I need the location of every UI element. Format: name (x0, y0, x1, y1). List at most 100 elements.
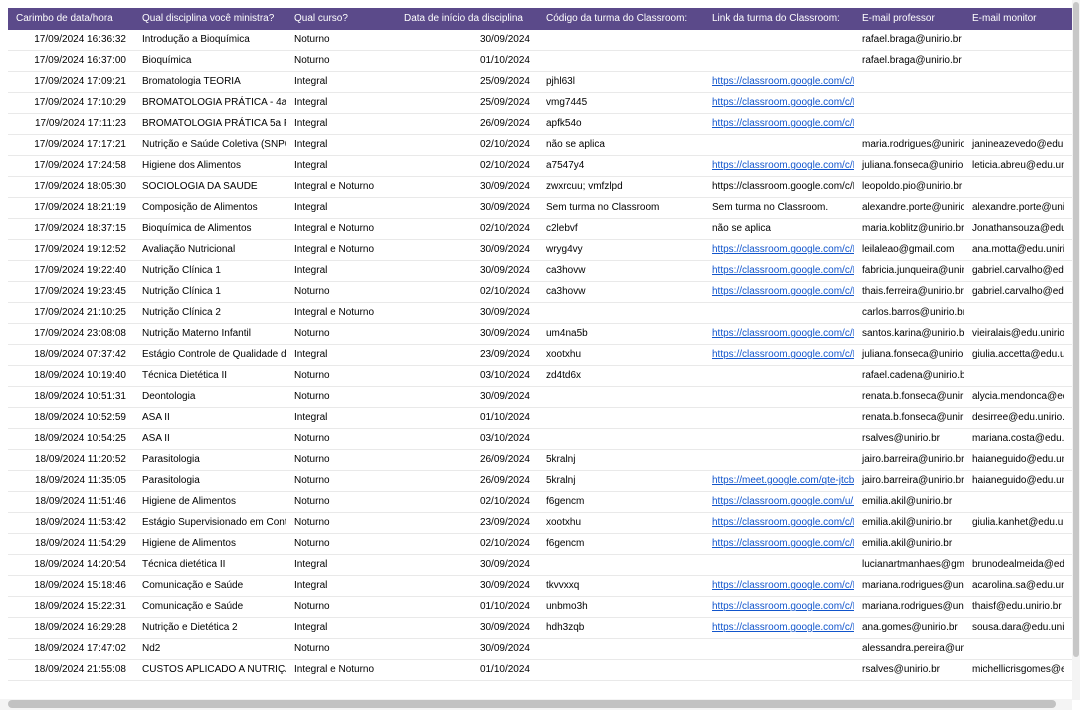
email-monitor-cell: vieiralais@edu.unirio.br (972, 328, 1064, 339)
horizontal-scrollbar-thumb[interactable] (8, 700, 1056, 708)
email-monitor-cell: ana.motta@edu.unirio.br (972, 244, 1064, 255)
email-professor-cell: rsalves@unirio.br (862, 433, 940, 444)
horizontal-scrollbar[interactable] (0, 699, 1072, 710)
email-monitor-cell (964, 114, 1064, 134)
disciplina-cell: Parasitologia (142, 454, 200, 465)
link-turma-cell (704, 366, 854, 386)
table-row: 17/09/2024 19:22:40 Nutrição Clínica 1 Int… (8, 261, 1072, 282)
codigo-turma-cell: 5kralnj (546, 454, 576, 465)
vertical-scrollbar-thumb[interactable] (1073, 2, 1079, 657)
codigo-turma-cell (538, 408, 704, 428)
table-row: 18/09/2024 07:37:42 Estágio Controle de Q… (8, 345, 1072, 366)
disciplina-cell: Parasitologia (142, 475, 200, 486)
email-monitor-cell: janineazevedo@edu.unir (972, 139, 1064, 150)
classroom-link[interactable]: https://classroom.google.com/u/1 (712, 496, 854, 507)
timestamp-cell: 18/09/2024 11:53:42 (34, 517, 126, 528)
email-professor-cell: renata.b.fonseca@unirio (862, 412, 964, 423)
table-row: 18/09/2024 15:18:46 Comunicação e Saúde In… (8, 576, 1072, 597)
link-turma-cell: https://classroom.google.com/c/N (704, 114, 854, 134)
curso-cell: Integral (294, 160, 328, 171)
codigo-turma-cell: f6gencm (546, 538, 585, 549)
codigo-turma-cell (538, 387, 704, 407)
email-monitor-cell (964, 72, 1064, 92)
classroom-link[interactable]: https://classroom.google.com/c/N (712, 97, 854, 108)
classroom-link[interactable]: https://classroom.google.com/c/N (712, 601, 854, 612)
curso-cell: Noturno (294, 517, 330, 528)
classroom-link[interactable]: https://classroom.google.com/c/N (712, 517, 854, 528)
curso-cell: Integral (294, 622, 328, 633)
data-inicio-cell: 25/09/2024 (479, 76, 530, 87)
classroom-link[interactable]: https://classroom.google.com/c/N (712, 118, 854, 129)
disciplina-cell: ASA II (142, 433, 170, 444)
email-monitor-cell (964, 534, 1064, 554)
classroom-link[interactable]: https://classroom.google.com/c/N (712, 76, 854, 87)
classroom-link[interactable]: https://classroom.google.com/c/N (712, 286, 854, 297)
vertical-scrollbar[interactable] (1072, 0, 1080, 700)
codigo-turma-cell: ca3hovw (546, 286, 586, 297)
classroom-link[interactable]: https://classroom.google.com/c/N (712, 349, 854, 360)
email-monitor-cell: haianeguido@edu.unirio. (972, 475, 1064, 486)
codigo-turma-cell: f6gencm (546, 496, 585, 507)
codigo-turma-cell: Sem turma no Classroom (546, 202, 660, 213)
curso-cell: Noturno (294, 34, 330, 45)
codigo-turma-cell: vmg7445 (546, 97, 588, 108)
timestamp-cell: 18/09/2024 17:47:02 (34, 643, 126, 654)
table-row: 18/09/2024 10:51:31 Deontologia Noturno 30/… (8, 387, 1072, 408)
curso-cell: Integral (294, 139, 328, 150)
timestamp-cell: 18/09/2024 10:19:40 (34, 370, 126, 381)
table-row: 18/09/2024 16:29:28 Nutrição e Dietética … (8, 618, 1072, 639)
link-turma-cell: https://classroom.google.com/c/N (704, 240, 854, 260)
table-row: 17/09/2024 19:23:45 Nutrição Clínica 1 Not… (8, 282, 1072, 303)
disciplina-cell: Introdução a Bioquímica (142, 34, 250, 45)
codigo-turma-cell: não se aplica (546, 139, 605, 150)
email-monitor-cell (964, 492, 1064, 512)
link-turma-cell: https://classroom.google.com/c/N (704, 261, 854, 281)
disciplina-cell: Nutrição e Saúde Coletiva (SNP005 (142, 139, 286, 150)
column-header-data-inicio: Data de início da disciplina (404, 13, 523, 24)
table-row: 17/09/2024 18:37:15 Bioquímica de Aliment… (8, 219, 1072, 240)
classroom-link[interactable]: https://classroom.google.com/c/N (712, 328, 854, 339)
email-professor-cell: lucianartmanhaes@gma (862, 559, 964, 570)
classroom-link[interactable]: https://classroom.google.com/c/N (712, 580, 854, 591)
timestamp-cell: 18/09/2024 11:54:29 (34, 538, 126, 549)
classroom-link[interactable]: https://classroom.google.com/c/N (712, 622, 854, 633)
data-inicio-cell: 30/09/2024 (479, 34, 530, 45)
codigo-turma-cell (538, 639, 704, 659)
classroom-link[interactable]: https://classroom.google.com/c/N (712, 160, 854, 171)
timestamp-cell: 17/09/2024 16:37:00 (34, 55, 126, 66)
codigo-turma-cell (538, 555, 704, 575)
classroom-link[interactable]: https://meet.google.com/qte-jtcb-v (712, 475, 854, 486)
curso-cell: Integral e Noturno (294, 244, 375, 255)
disciplina-cell: Bioquímica (142, 55, 192, 66)
timestamp-cell: 17/09/2024 17:10:29 (34, 97, 126, 108)
timestamp-cell: 18/09/2024 15:22:31 (34, 601, 126, 612)
email-monitor-cell (964, 93, 1064, 113)
email-professor-cell: rafael.braga@unirio.br (862, 55, 962, 66)
classroom-link[interactable]: https://classroom.google.com/c/N (712, 265, 854, 276)
column-header-email-monitor: E-mail monitor (972, 13, 1037, 24)
link-turma-cell: https://classroom.google.com/c/N (704, 93, 854, 113)
classroom-link[interactable]: https://classroom.google.com/c/N (712, 538, 854, 549)
email-monitor-cell: michellicrisgomes@edu. (972, 664, 1064, 675)
email-professor-cell: ana.gomes@unirio.br (862, 622, 958, 633)
data-inicio-cell: 30/09/2024 (479, 391, 530, 402)
classroom-link[interactable]: https://classroom.google.com/c/N (712, 244, 854, 255)
data-inicio-cell: 01/10/2024 (479, 412, 530, 423)
email-monitor-cell: sousa.dara@edu.unirio.b (972, 622, 1064, 633)
link-turma-cell: https://classroom.google.com/c/N (704, 576, 854, 596)
codigo-turma-cell: xootxhu (546, 517, 582, 528)
codigo-turma-cell: hdh3zqb (546, 622, 585, 633)
link-turma-cell: não se aplica (712, 223, 771, 234)
email-monitor-cell: thaisf@edu.unirio.br (972, 601, 1062, 612)
link-turma-cell (704, 660, 854, 680)
data-inicio-cell: 25/09/2024 (479, 97, 530, 108)
link-turma-cell (704, 303, 854, 323)
table-row: 18/09/2024 10:19:40 Técnica Dietética II N… (8, 366, 1072, 387)
email-monitor-cell (964, 303, 1064, 323)
disciplina-cell: Bioquímica de Alimentos (142, 223, 252, 234)
disciplina-cell: Comunicação e Saúde (142, 601, 244, 612)
link-turma-cell: https://classroom.google.com/c/N (704, 513, 854, 533)
disciplina-cell: Avaliação Nutricional (142, 244, 236, 255)
column-header-link-turma: Link da turma do Classroom: (712, 13, 840, 24)
timestamp-cell: 17/09/2024 18:05:30 (34, 181, 126, 192)
